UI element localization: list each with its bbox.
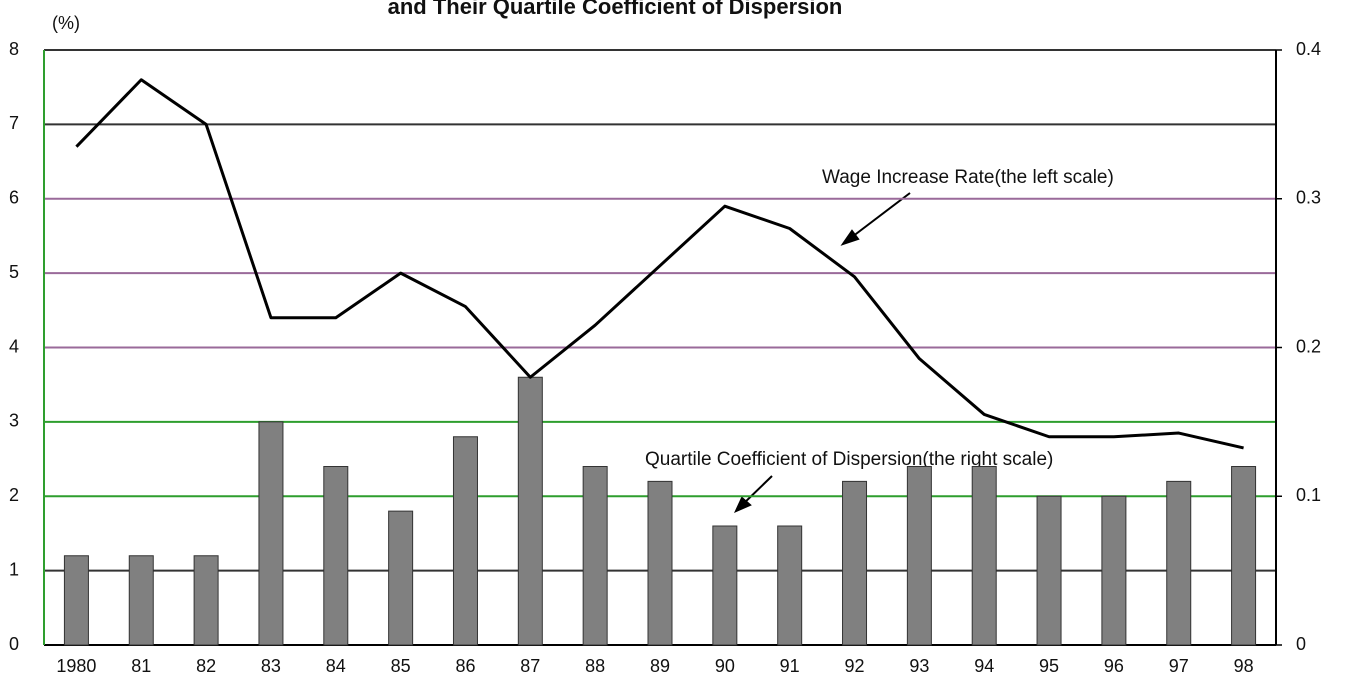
y-tick-label: 6 xyxy=(9,188,19,208)
y-tick-label: 2 xyxy=(9,485,19,505)
x-tick-label: 92 xyxy=(845,656,865,676)
bar xyxy=(323,466,349,646)
x-tick-label: 94 xyxy=(974,656,994,676)
annotation: Quartile Coefficient of Dispersion(the r… xyxy=(645,449,1053,470)
y-tick-label: 1 xyxy=(9,559,19,579)
x-tick-label: 96 xyxy=(1104,656,1124,676)
bar xyxy=(1166,480,1192,646)
annotation-arrow xyxy=(734,192,911,513)
y-tick-label: 5 xyxy=(9,262,19,282)
bar xyxy=(582,466,608,646)
x-tick-label: 91 xyxy=(780,656,800,676)
bar xyxy=(452,436,478,646)
bar xyxy=(1231,466,1257,646)
x-tick-label: 1980 xyxy=(56,656,96,676)
y-tick-label: 3 xyxy=(9,411,19,431)
y2-tick-label: 0.1 xyxy=(1296,485,1321,505)
bar xyxy=(647,480,673,646)
bar xyxy=(193,555,219,646)
chart-title: and Their Quartile Coefficient of Disper… xyxy=(388,0,843,19)
y-tick-label: 0 xyxy=(9,634,19,654)
x-tick-label: 85 xyxy=(391,656,411,676)
bar xyxy=(971,466,997,646)
bar xyxy=(777,525,803,646)
y2-tick-label: 0.2 xyxy=(1296,336,1321,356)
x-tick-label: 89 xyxy=(650,656,670,676)
annotation: Wage Increase Rate(the left scale) xyxy=(822,167,1114,188)
bar xyxy=(1036,495,1062,646)
bar xyxy=(63,555,89,646)
x-tick-label: 98 xyxy=(1234,656,1254,676)
bar xyxy=(712,525,738,646)
x-tick-label: 88 xyxy=(585,656,605,676)
y-tick-label: 7 xyxy=(9,113,19,133)
x-tick-label: 93 xyxy=(909,656,929,676)
bar xyxy=(258,421,284,646)
x-tick-label: 82 xyxy=(196,656,216,676)
x-tick-label: 83 xyxy=(261,656,281,676)
x-tick-label: 81 xyxy=(131,656,151,676)
y2-tick-label: 0.4 xyxy=(1296,39,1321,59)
x-tick-label: 90 xyxy=(715,656,735,676)
x-tick-label: 86 xyxy=(455,656,475,676)
y2-tick-label: 0.3 xyxy=(1296,188,1321,208)
x-tick-label: 95 xyxy=(1039,656,1059,676)
bar xyxy=(842,480,868,646)
x-tick-label: 84 xyxy=(326,656,346,676)
y-axis-label: (%) xyxy=(52,13,80,33)
x-tick-label: 97 xyxy=(1169,656,1189,676)
y2-tick-label: 0 xyxy=(1296,634,1306,654)
x-tick-label: 87 xyxy=(520,656,540,676)
bar xyxy=(128,555,154,646)
y-tick-label: 8 xyxy=(9,39,19,59)
bar xyxy=(388,510,414,646)
bar xyxy=(1101,495,1127,646)
line xyxy=(75,78,1244,450)
bar xyxy=(517,376,543,646)
bar xyxy=(906,466,932,646)
y-tick-label: 4 xyxy=(9,336,19,356)
